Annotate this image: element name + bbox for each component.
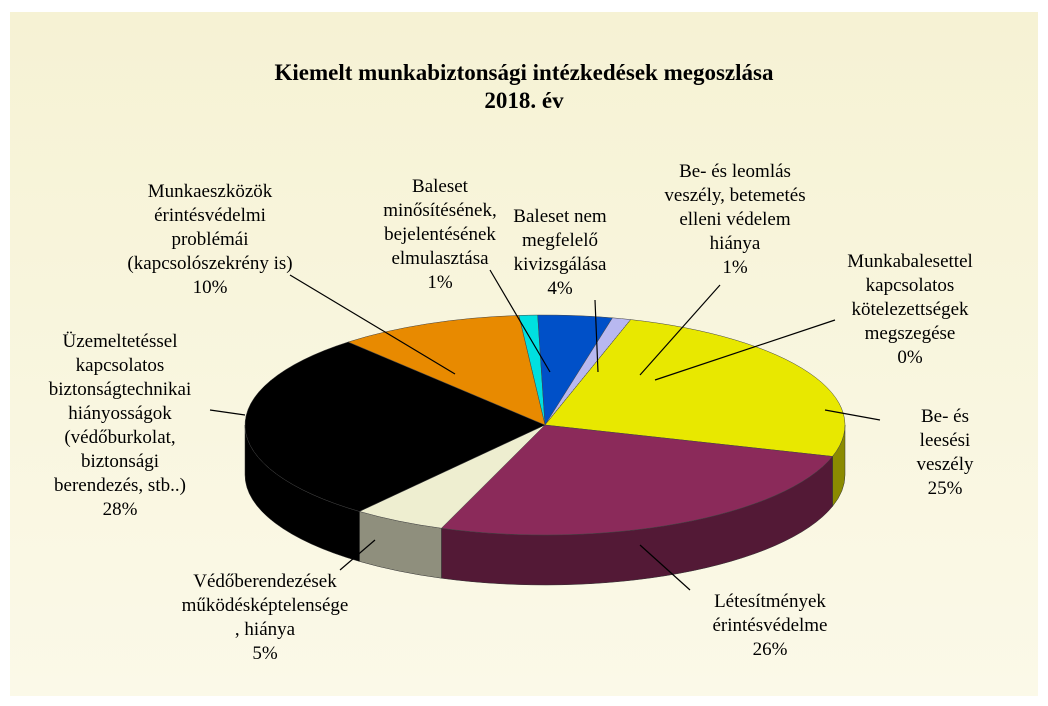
slice-label: Munkabalesettel kapcsolatos kötelezettsé… (847, 251, 973, 344)
leader-line (339, 539, 376, 571)
leader-line (654, 319, 836, 381)
slice-label: Baleset minősítésének, bejelentésének el… (383, 176, 497, 269)
value-label: 28% (102, 499, 138, 520)
value-label: 4% (547, 278, 573, 299)
slice-label: Létesítmények érintésvédelme (712, 591, 828, 636)
value-label: 1% (722, 257, 748, 278)
leader-line (639, 544, 691, 591)
value-label: 25% (927, 478, 963, 499)
slice-label: Be- és leomlás veszély, betemetés elleni… (664, 161, 806, 254)
value-label: 10% (192, 277, 228, 298)
slice-label: Védőberendezések működésképtelensége , h… (181, 571, 349, 640)
slice (440, 424, 833, 536)
slice (244, 341, 546, 512)
slice-label: Üzemeltetéssel kapcsolatos biztonságtech… (48, 331, 192, 496)
leader-line (594, 299, 599, 373)
value-label: 26% (752, 639, 788, 660)
value-label: 1% (427, 272, 453, 293)
value-label: 0% (897, 347, 923, 368)
leader-line (824, 409, 881, 421)
slice (544, 319, 846, 457)
slice-label: Baleset nem megfelelő kivizsgálása (513, 206, 607, 275)
leader-line (639, 284, 721, 376)
leader-line (209, 409, 246, 416)
value-label: 5% (252, 643, 278, 664)
slice (347, 315, 546, 426)
slice-label: Be- és leesési veszély (916, 406, 974, 475)
chart-title: Kiemelt munkabiztonsági intézkedések meg… (274, 60, 774, 85)
chart-subtitle: 2018. év (484, 88, 564, 113)
slice-label: Munkaeszközök érintésvédelmi problémái (… (127, 181, 293, 274)
leader-line (489, 269, 551, 373)
leader-line (289, 274, 456, 375)
